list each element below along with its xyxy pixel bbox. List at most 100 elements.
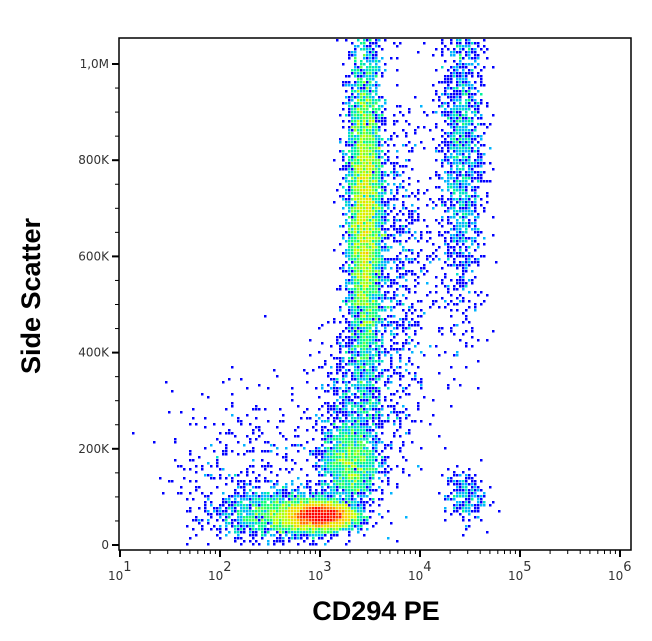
density-bin — [390, 492, 393, 495]
density-bin — [453, 60, 456, 63]
density-bin — [390, 468, 393, 471]
density-bin — [369, 123, 372, 126]
density-bin — [210, 513, 213, 516]
density-bin — [432, 414, 435, 417]
density-bin — [351, 489, 354, 492]
density-bin — [345, 342, 348, 345]
density-bin — [408, 342, 411, 345]
density-bin — [381, 225, 384, 228]
density-bin — [357, 372, 360, 375]
density-bin — [342, 522, 345, 525]
density-bin — [204, 426, 207, 429]
density-bin — [216, 438, 219, 441]
density-bin — [369, 285, 372, 288]
density-bin — [234, 519, 237, 522]
density-bin — [378, 174, 381, 177]
density-bin — [369, 450, 372, 453]
density-bin — [354, 240, 357, 243]
density-bin — [411, 420, 414, 423]
density-bin — [369, 432, 372, 435]
density-bin — [342, 63, 345, 66]
density-bin — [354, 375, 357, 378]
density-bin — [417, 252, 420, 255]
density-bin — [324, 456, 327, 459]
density-bin — [372, 156, 375, 159]
density-bin — [288, 540, 291, 543]
density-bin — [324, 360, 327, 363]
density-bin — [363, 84, 366, 87]
density-bin — [225, 444, 228, 447]
density-bin — [336, 507, 339, 510]
density-bin — [363, 279, 366, 282]
density-bin — [372, 180, 375, 183]
density-bin — [381, 405, 384, 408]
density-bin — [357, 168, 360, 171]
density-bin — [399, 411, 402, 414]
density-bin — [252, 459, 255, 462]
density-bin — [351, 513, 354, 516]
density-bin — [459, 492, 462, 495]
density-bin — [483, 39, 486, 42]
density-bin — [480, 93, 483, 96]
density-bin — [420, 231, 423, 234]
density-bin — [276, 519, 279, 522]
density-bin — [420, 384, 423, 387]
density-bin — [372, 246, 375, 249]
density-bin — [435, 171, 438, 174]
density-bin — [339, 492, 342, 495]
density-bin — [333, 411, 336, 414]
density-bin — [345, 327, 348, 330]
density-bin — [393, 315, 396, 318]
density-bin — [342, 504, 345, 507]
density-bin — [450, 300, 453, 303]
density-bin — [348, 531, 351, 534]
density-bin — [402, 294, 405, 297]
density-bin — [477, 516, 480, 519]
density-bin — [456, 168, 459, 171]
density-bin — [405, 135, 408, 138]
density-bin — [369, 366, 372, 369]
density-bin — [333, 483, 336, 486]
density-bin — [447, 162, 450, 165]
density-bin — [354, 501, 357, 504]
density-bin — [330, 453, 333, 456]
density-bin — [441, 81, 444, 84]
density-bin — [462, 267, 465, 270]
density-bin — [369, 165, 372, 168]
density-bin — [459, 159, 462, 162]
density-bin — [402, 207, 405, 210]
density-bin — [456, 63, 459, 66]
density-bin — [312, 498, 315, 501]
density-bin — [441, 135, 444, 138]
density-bin — [273, 444, 276, 447]
density-bin — [354, 306, 357, 309]
density-bin — [342, 84, 345, 87]
density-bin — [372, 207, 375, 210]
density-bin — [351, 189, 354, 192]
density-bin — [321, 534, 324, 537]
density-bin — [456, 210, 459, 213]
density-bin — [450, 264, 453, 267]
density-bin — [381, 432, 384, 435]
density-bin — [312, 492, 315, 495]
x-tick-base: 10 — [408, 569, 423, 583]
density-bin — [360, 132, 363, 135]
density-bin — [402, 261, 405, 264]
density-bin — [195, 519, 198, 522]
density-bin — [423, 192, 426, 195]
density-bin — [390, 138, 393, 141]
density-bin — [471, 189, 474, 192]
density-bin — [321, 537, 324, 540]
density-bin — [273, 516, 276, 519]
density-bin — [351, 528, 354, 531]
density-bin — [372, 378, 375, 381]
density-bin — [381, 216, 384, 219]
density-bin — [387, 291, 390, 294]
density-bin — [285, 513, 288, 516]
density-bin — [360, 123, 363, 126]
density-bin — [228, 429, 231, 432]
density-bin — [456, 228, 459, 231]
density-bin — [450, 207, 453, 210]
density-bin — [441, 150, 444, 153]
density-bin — [348, 234, 351, 237]
